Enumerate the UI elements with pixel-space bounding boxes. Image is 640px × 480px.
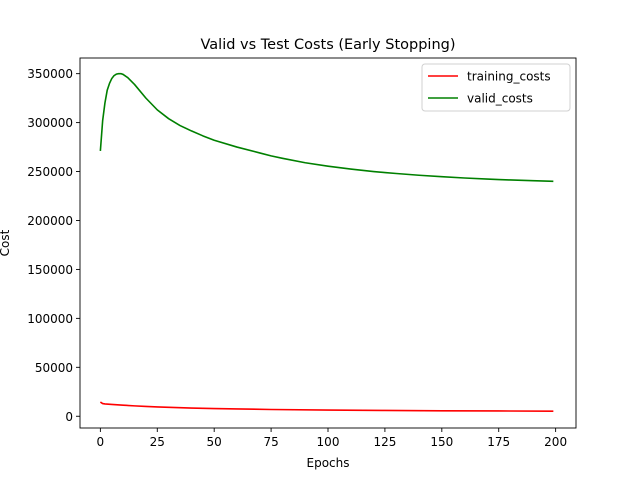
y-axis-label: Cost <box>0 229 12 256</box>
series-layer <box>99 72 554 412</box>
x-tick-label: 75 <box>263 435 278 449</box>
series-line-training_costs <box>99 401 554 412</box>
y-tick-label: 0 <box>65 410 73 424</box>
x-tick-label: 200 <box>544 435 567 449</box>
y-tick-label: 250000 <box>27 165 73 179</box>
x-tick-label: 150 <box>430 435 453 449</box>
y-tick-label: 50000 <box>35 361 73 375</box>
x-axis-ticks: 0 25 50 75 100 125 150 175 200 <box>97 428 567 449</box>
legend-box <box>421 63 571 112</box>
y-tick-label: 100000 <box>27 312 73 326</box>
legend: training_costs valid_costs <box>421 63 571 112</box>
x-tick-label: 175 <box>487 435 510 449</box>
x-tick-label: 125 <box>373 435 396 449</box>
chart-title: Valid vs Test Costs (Early Stopping) <box>201 37 456 53</box>
x-tick-label: 0 <box>97 435 105 449</box>
legend-label-valid_costs: valid_costs <box>467 92 533 106</box>
y-tick-label: 300000 <box>27 116 73 130</box>
y-tick-label: 150000 <box>27 263 73 277</box>
legend-label-training_costs: training_costs <box>467 70 551 84</box>
x-axis-label: Epochs <box>307 456 350 470</box>
x-tick-label: 25 <box>150 435 165 449</box>
x-tick-label: 100 <box>317 435 340 449</box>
y-axis-ticks: 0 50000 100000 150000 200000 250000 300000 3500… <box>27 67 80 424</box>
y-tick-label: 200000 <box>27 214 73 228</box>
y-tick-label: 350000 <box>27 67 73 81</box>
series-line-valid_costs <box>99 72 554 183</box>
x-tick-label: 50 <box>207 435 222 449</box>
